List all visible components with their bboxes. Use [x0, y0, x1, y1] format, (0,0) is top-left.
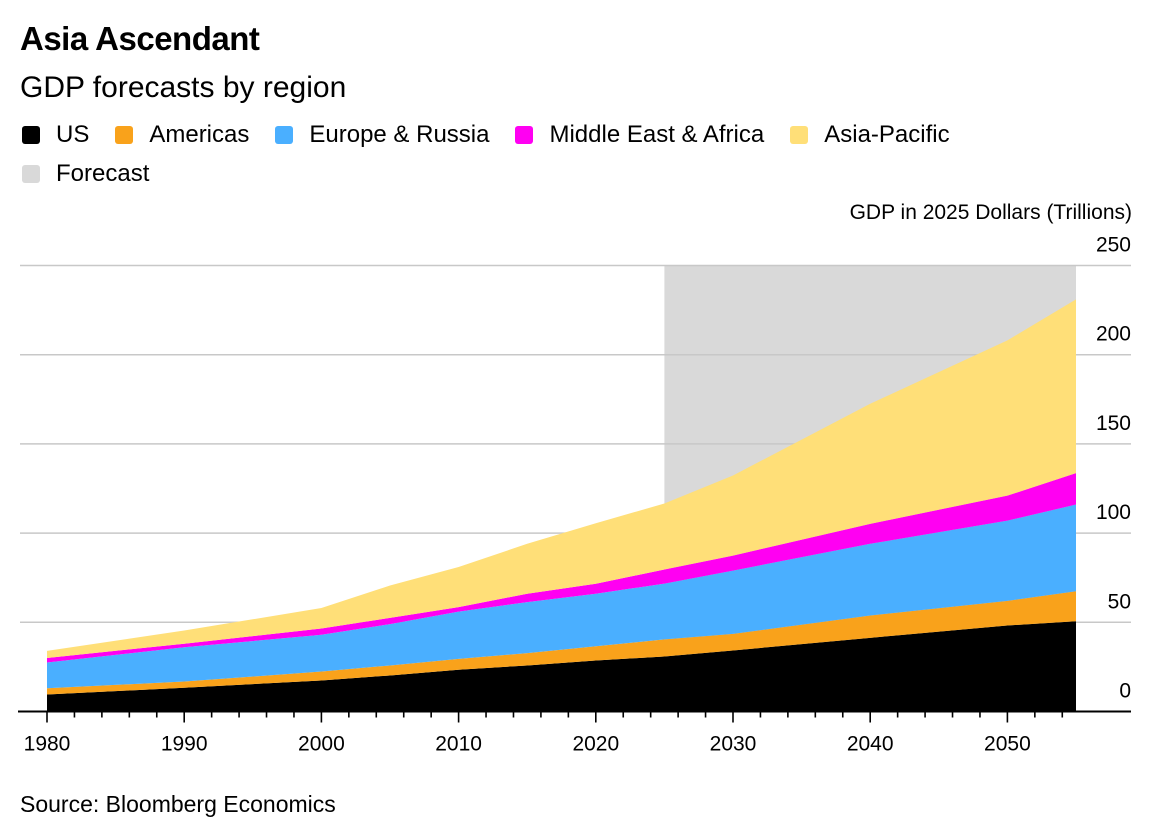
- x-tick-label-2030: 2030: [710, 733, 757, 756]
- area-europe-russia: [47, 504, 1076, 689]
- y-tick-label-0: 0: [1119, 680, 1131, 703]
- legend-label-us: US: [56, 120, 90, 148]
- x-tick-label-1990: 1990: [161, 733, 208, 756]
- x-tick-label-2050: 2050: [984, 733, 1031, 756]
- legend-item-europe-russia: Europe & Russia: [275, 121, 489, 148]
- chart-subtitle: GDP forecasts by region: [20, 71, 347, 104]
- legend-item-asia-pacific: Asia-Pacific: [790, 120, 950, 148]
- x-tick-label-2000: 2000: [298, 733, 345, 756]
- legend-label-europe-russia: Europe & Russia: [309, 120, 490, 148]
- y-tick-label-250: 250: [1096, 234, 1131, 257]
- legend-item-middle-east-africa: Middle East & Africa: [515, 121, 764, 148]
- y-axis: 0 50 100 150 200 250: [1096, 234, 1131, 703]
- legend-swatch-asia-pacific: [790, 125, 809, 144]
- x-tick-label-2020: 2020: [572, 733, 619, 756]
- x-tick-label-2040: 2040: [847, 733, 894, 756]
- area-series-layer: [47, 299, 1076, 712]
- area-us: [47, 621, 1076, 712]
- y-tick-label-200: 200: [1096, 323, 1131, 346]
- legend-item-forecast: Forecast: [22, 160, 149, 187]
- legend-swatch-americas: [115, 125, 134, 144]
- x-axis: 1980 1990 2000 2010 2020 2030 2040 2050: [18, 710, 1131, 756]
- x-tick-label-1980: 1980: [24, 733, 71, 756]
- source-note: Source: Bloomberg Economics: [20, 791, 336, 817]
- legend-swatch-us: [22, 125, 40, 144]
- legend-swatch-forecast: [22, 164, 40, 183]
- legend-swatch-middle-east-africa: [515, 125, 534, 144]
- y-tick-label-100: 100: [1096, 501, 1131, 524]
- legend: US Americas Europe & Russia Middle East …: [22, 121, 1122, 187]
- area-asia-pacific: [47, 299, 1076, 658]
- legend-item-americas: Americas: [115, 121, 249, 148]
- y-tick-label-50: 50: [1108, 590, 1131, 613]
- y-tick-label-150: 150: [1096, 412, 1131, 435]
- x-tick-label-2010: 2010: [435, 733, 482, 756]
- area-americas: [47, 591, 1076, 695]
- legend-label-asia-pacific: Asia-Pacific: [824, 120, 950, 148]
- legend-swatch-europe-russia: [275, 125, 294, 144]
- legend-label-forecast: Forecast: [56, 159, 150, 187]
- chart-title: Asia Ascendant: [20, 20, 260, 57]
- legend-item-us: US: [22, 121, 89, 148]
- legend-label-middle-east-africa: Middle East & Africa: [549, 120, 765, 148]
- legend-label-americas: Americas: [149, 120, 250, 148]
- y-axis-label: GDP in 2025 Dollars (Trillions): [849, 201, 1132, 224]
